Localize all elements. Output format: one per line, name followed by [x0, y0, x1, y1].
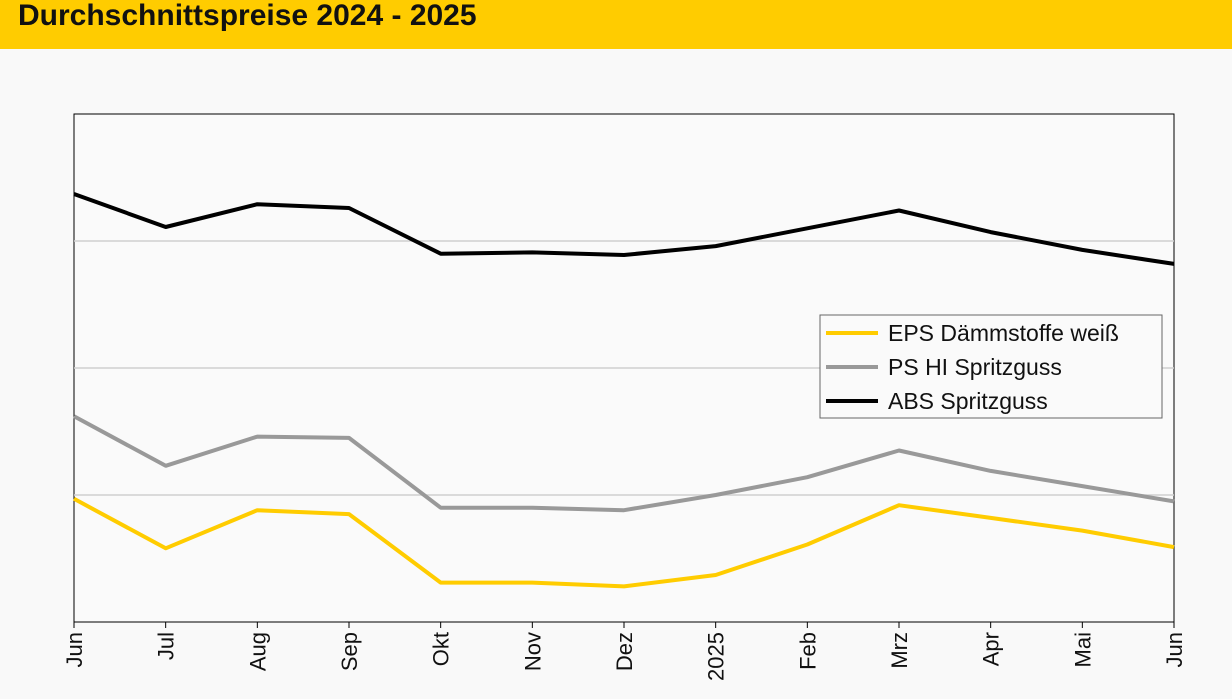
legend-label-1: PS HI Spritzguss [888, 354, 1062, 380]
x-tick-label-6: Dez [612, 632, 637, 671]
x-tick-label-0: Jun [62, 632, 87, 667]
x-tick-label-8: Feb [795, 632, 820, 670]
x-tick-label-10: Apr [979, 632, 1004, 666]
x-tick-label-9: Mrz [887, 632, 912, 669]
x-tick-label-2: Aug [245, 632, 270, 671]
legend-label-0: EPS Dämmstoffe weiß [888, 320, 1119, 346]
x-tick-label-3: Sep [337, 632, 362, 671]
x-axis-labels: Jun Jul Aug Sep Okt Nov Dez 2025 Feb Mrz Apr Mai Jun [62, 632, 1187, 681]
x-tick-label-11: Mai [1070, 632, 1095, 667]
x-axis-ticks [73, 622, 1175, 628]
x-tick-label-4: Okt [429, 632, 454, 666]
x-tick-label-12: Jun [1162, 632, 1187, 667]
chart-area: Jun Jul Aug Sep Okt Nov Dez 2025 Feb Mrz Apr Mai Jun… [0, 49, 1232, 694]
series-lines [73, 192, 1175, 589]
legend: EPS Dämmstoffe weiß PS HI Spritzguss ABS S… [819, 314, 1163, 419]
series-line-0 [73, 497, 1175, 589]
line-chart: Jun Jul Aug Sep Okt Nov Dez 2025 Feb Mrz Apr Mai Jun… [62, 113, 1187, 681]
page-title: Durchschnittspreise 2024 - 2025 [18, 0, 477, 32]
x-tick-label-7: 2025 [704, 632, 729, 681]
series-line-1 [73, 414, 1175, 513]
legend-label-2: ABS Spritzguss [888, 388, 1048, 414]
series-line-2 [73, 192, 1175, 266]
x-tick-label-5: Nov [520, 632, 545, 671]
title-bar: Durchschnittspreise 2024 - 2025 [0, 0, 1232, 49]
x-tick-label-1: Jul [154, 632, 179, 660]
